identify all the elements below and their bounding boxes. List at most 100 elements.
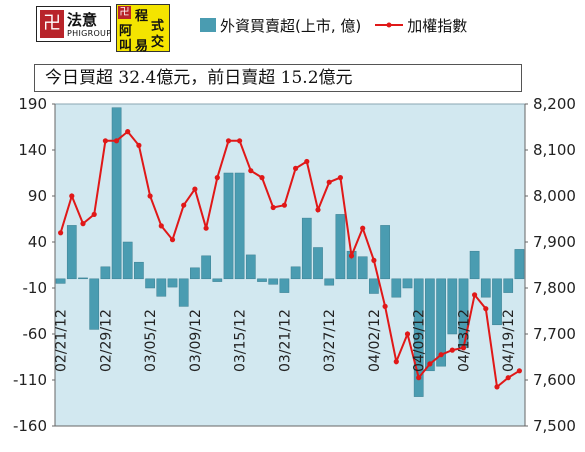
logo-char-2: 式 — [151, 19, 165, 34]
bar — [279, 278, 290, 293]
x-tick-label: 03/27/12 — [322, 309, 338, 372]
legend-line-label: 加權指數 — [407, 16, 468, 35]
index-point — [214, 175, 220, 181]
phigroup-logo-sub: PHIGROUP — [67, 29, 112, 38]
index-point — [80, 221, 86, 227]
bar — [301, 217, 312, 280]
bar — [156, 278, 167, 297]
logo-char-1: 程 — [135, 9, 149, 24]
index-point — [337, 175, 343, 181]
left-tick-label: 190 — [18, 95, 47, 113]
index-point — [472, 292, 478, 298]
index-point — [158, 223, 164, 229]
bar — [324, 278, 335, 286]
bar — [122, 241, 133, 280]
index-point — [125, 129, 131, 135]
index-point — [505, 375, 511, 381]
bar — [480, 278, 491, 298]
logo-char-6: 交 — [151, 35, 165, 50]
legend-bar-swatch — [200, 18, 216, 32]
bar — [313, 247, 323, 280]
x-tick-label: 04/09/12 — [412, 309, 428, 372]
left-tick-label: -110 — [13, 371, 47, 389]
index-point — [192, 186, 198, 192]
bar — [402, 278, 413, 289]
index-point — [248, 168, 254, 174]
index-point — [382, 303, 388, 309]
x-tick-label: 03/05/12 — [143, 309, 159, 372]
index-point — [393, 359, 399, 365]
bar — [190, 267, 200, 280]
bar — [447, 278, 458, 335]
phigroup-logo-mark: 卍 — [40, 10, 64, 38]
left-tick-label: -60 — [23, 325, 48, 343]
bar — [268, 278, 279, 285]
index-point — [416, 375, 422, 381]
index-point — [460, 345, 467, 351]
bar — [78, 277, 88, 280]
bar — [111, 107, 122, 280]
bar — [503, 278, 514, 293]
left-tick-label: 40 — [28, 233, 47, 251]
index-point — [326, 179, 332, 185]
index-point — [169, 237, 176, 243]
bar — [201, 255, 211, 280]
summary-banner: 今日買超 32.4億元，前日賣超 15.2億元 — [34, 64, 522, 92]
bar — [380, 225, 390, 280]
bar — [436, 278, 446, 367]
legend-bar-label: 外資買賣超(上市, 億) — [220, 16, 362, 35]
bar — [391, 278, 402, 298]
bar — [66, 225, 77, 280]
chart-legend: 外資買賣超(上市, 億) 加權指數 — [200, 14, 467, 36]
index-point — [315, 207, 321, 213]
logo-char-3: 阿 — [119, 24, 133, 39]
index-point — [91, 211, 97, 217]
index-point — [259, 175, 265, 181]
bar — [212, 278, 223, 282]
bar — [290, 266, 301, 280]
logo-char-5: 易 — [135, 39, 149, 54]
bar — [413, 278, 424, 397]
bar — [335, 214, 346, 280]
index-point — [281, 202, 287, 208]
phigroup-logo: 卍 法意 PHIGROUP — [36, 6, 111, 42]
index-point — [270, 204, 276, 211]
x-tick-label: 02/29/12 — [98, 309, 114, 372]
index-point — [360, 225, 366, 231]
bar — [178, 278, 189, 307]
index-point — [427, 361, 433, 367]
legend-line-icon — [375, 22, 404, 28]
index-point — [113, 138, 120, 144]
index-point — [404, 331, 411, 337]
x-tick-label: 03/09/12 — [188, 309, 204, 372]
right-tick-label: 8,100 — [533, 141, 576, 159]
left-tick-label: -160 — [13, 417, 47, 435]
index-point — [371, 257, 377, 263]
right-tick-label: 8,200 — [533, 95, 576, 113]
bar — [89, 278, 100, 330]
left-tick-label: -10 — [23, 279, 48, 297]
index-point — [225, 138, 232, 144]
bar — [245, 254, 256, 280]
index-point — [494, 384, 500, 390]
bar — [100, 266, 111, 280]
program-trading-logo: 卍 程 式 阿 叫 易 交 — [116, 4, 170, 54]
index-point — [516, 368, 523, 374]
bar — [223, 172, 234, 280]
x-tick-label: 02/21/12 — [54, 309, 70, 372]
bar — [55, 278, 66, 284]
index-point — [58, 230, 64, 236]
right-tick-label: 7,600 — [533, 371, 576, 389]
bar — [425, 278, 435, 372]
logo-char-4: 叫 — [119, 39, 133, 54]
program-trading-logo-mark: 卍 — [118, 6, 131, 19]
bar — [469, 250, 480, 280]
index-point — [293, 165, 299, 171]
index-point — [304, 158, 310, 165]
index-point — [483, 306, 489, 312]
bar — [357, 256, 368, 280]
x-tick-label: 03/15/12 — [233, 309, 249, 372]
index-point — [181, 202, 187, 208]
index-point — [348, 253, 355, 259]
